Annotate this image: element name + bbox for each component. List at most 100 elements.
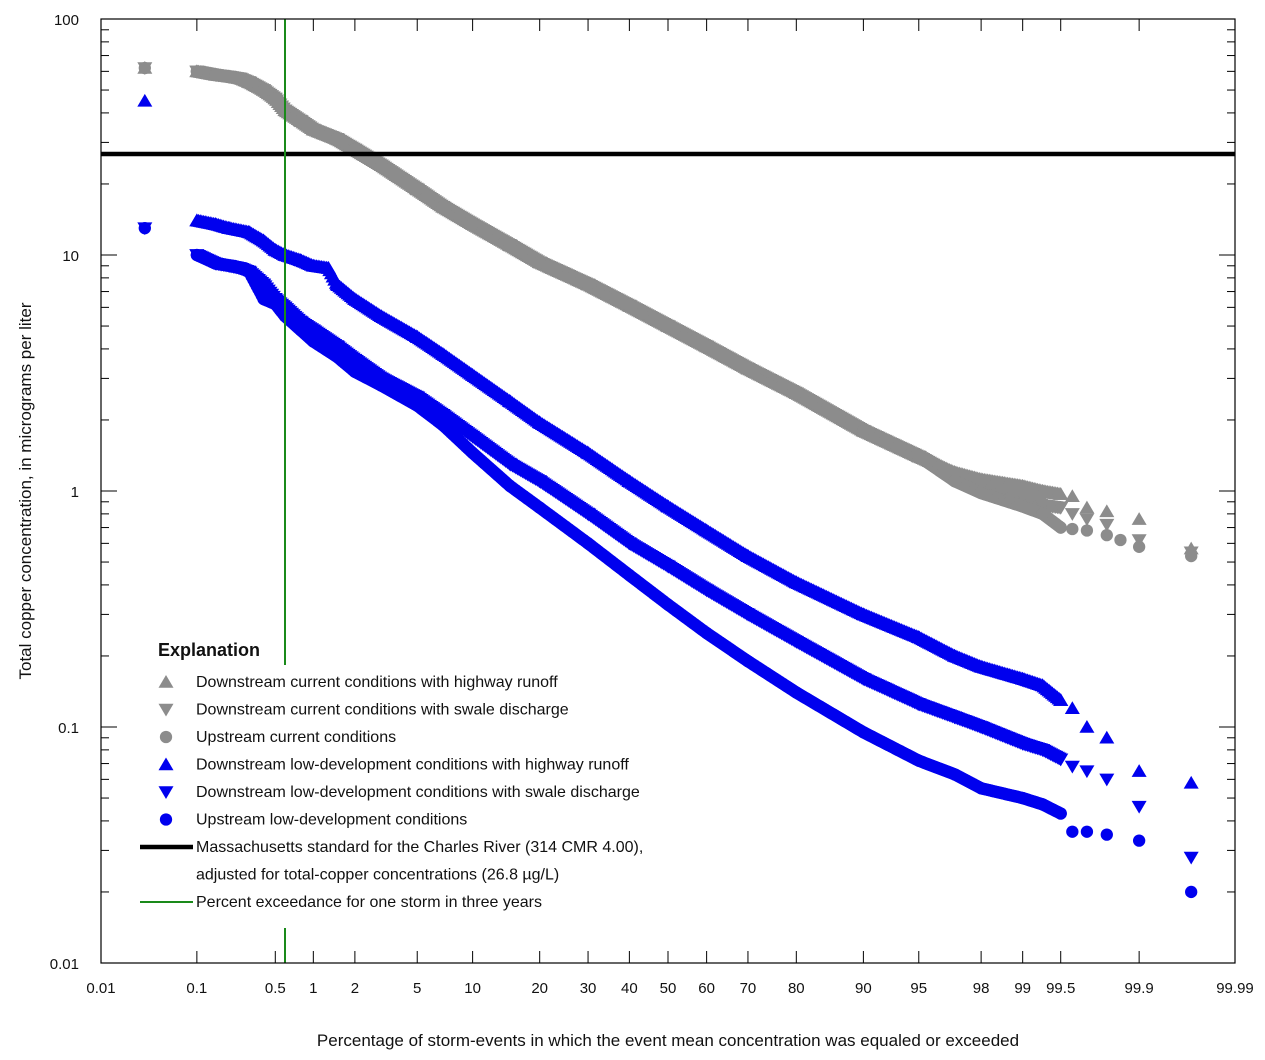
x-tick-label: 99.9 xyxy=(1125,980,1154,997)
data-point xyxy=(1099,773,1115,787)
data-point xyxy=(700,340,713,353)
data-point xyxy=(947,711,963,725)
data-point xyxy=(973,659,989,673)
data-point xyxy=(661,319,675,333)
data-point xyxy=(435,347,451,360)
data-point xyxy=(1131,764,1147,777)
y-tick-label: 10 xyxy=(62,248,79,265)
data-point xyxy=(580,445,596,459)
data-point xyxy=(788,575,804,589)
data-point xyxy=(1053,501,1069,515)
data-point xyxy=(533,501,546,514)
data-point xyxy=(532,475,548,489)
x-tick-label: 99.5 xyxy=(1046,980,1075,997)
x-tick-label: 20 xyxy=(531,980,548,997)
data-point xyxy=(1064,489,1080,502)
data-point xyxy=(305,258,321,272)
data-point xyxy=(621,474,637,487)
data-point xyxy=(347,353,363,367)
y-tick-label: 0.01 xyxy=(50,956,79,973)
legend-marker xyxy=(158,674,174,688)
data-point xyxy=(1064,760,1080,774)
data-point xyxy=(1080,524,1094,537)
data-point xyxy=(1131,800,1147,814)
data-point xyxy=(257,83,270,97)
x-tick-label: 2 xyxy=(351,980,359,997)
series-1 xyxy=(137,60,1199,555)
data-point xyxy=(330,132,344,146)
x-tick-label: 95 xyxy=(910,980,927,997)
data-point xyxy=(1015,737,1031,751)
data-point xyxy=(1185,885,1198,899)
legend-marker xyxy=(159,730,173,744)
data-point xyxy=(321,261,337,274)
data-point xyxy=(661,598,675,611)
data-point xyxy=(329,277,345,291)
x-tick-label: 98 xyxy=(973,980,990,997)
data-point xyxy=(581,278,595,291)
data-point xyxy=(436,200,450,213)
x-tick-label: 90 xyxy=(855,980,872,997)
data-point xyxy=(788,635,804,649)
data-point xyxy=(912,450,925,463)
x-tick-label: 60 xyxy=(698,980,715,997)
legend-marker xyxy=(159,813,173,826)
data-point xyxy=(973,721,989,735)
legend-marker xyxy=(158,757,174,771)
data-point xyxy=(1016,791,1029,805)
data-point xyxy=(1100,529,1113,542)
data-point xyxy=(267,242,283,256)
data-point xyxy=(307,335,320,348)
data-point xyxy=(1053,487,1069,500)
data-point xyxy=(189,213,205,227)
data-point xyxy=(740,549,756,562)
series-3 xyxy=(138,61,1198,563)
data-point xyxy=(466,446,479,460)
y-axis-title: Total copper concentration, in microgram… xyxy=(16,302,35,679)
data-point xyxy=(699,584,715,598)
data-point xyxy=(294,114,307,128)
data-point xyxy=(912,754,925,767)
data-point xyxy=(974,782,988,795)
data-point xyxy=(137,93,153,107)
data-point xyxy=(1054,807,1067,820)
data-point xyxy=(1036,507,1049,521)
series-5 xyxy=(137,222,1199,865)
data-point xyxy=(293,253,309,266)
data-point xyxy=(533,256,546,269)
data-point xyxy=(223,259,236,272)
data-point xyxy=(1079,500,1095,514)
legend-label: Downstream current conditions with highw… xyxy=(196,674,558,691)
series-6 xyxy=(138,221,1198,899)
x-tick-label: 0.1 xyxy=(186,980,207,997)
legend-label: Downstream current conditions with swale… xyxy=(196,702,569,719)
data-point xyxy=(1100,828,1113,841)
x-tick-label: 1 xyxy=(309,980,317,997)
data-point xyxy=(208,217,224,230)
data-point xyxy=(623,299,636,312)
data-point xyxy=(1099,504,1115,518)
x-tick-label: 80 xyxy=(788,980,805,997)
legend-marker xyxy=(158,703,174,717)
legend-label: Upstream current conditions xyxy=(196,729,396,746)
legend-label: adjusted for total-copper concentrations… xyxy=(196,867,559,884)
data-point xyxy=(741,655,755,668)
data-point xyxy=(532,415,548,429)
data-point xyxy=(660,560,676,574)
data-point xyxy=(1053,693,1069,706)
data-point xyxy=(948,475,961,488)
x-tick-label: 99.99 xyxy=(1216,980,1254,997)
x-tick-label: 99 xyxy=(1014,980,1031,997)
data-point xyxy=(1066,522,1079,536)
data-point xyxy=(257,293,270,306)
data-point xyxy=(1079,719,1095,733)
x-tick-label: 5 xyxy=(413,980,421,997)
data-point xyxy=(503,239,517,252)
data-point xyxy=(741,362,755,375)
data-point xyxy=(1080,825,1094,838)
data-point xyxy=(242,76,256,89)
data-point xyxy=(436,419,450,432)
series-4 xyxy=(137,93,1199,789)
data-point xyxy=(329,340,345,354)
data-point xyxy=(1066,825,1079,838)
